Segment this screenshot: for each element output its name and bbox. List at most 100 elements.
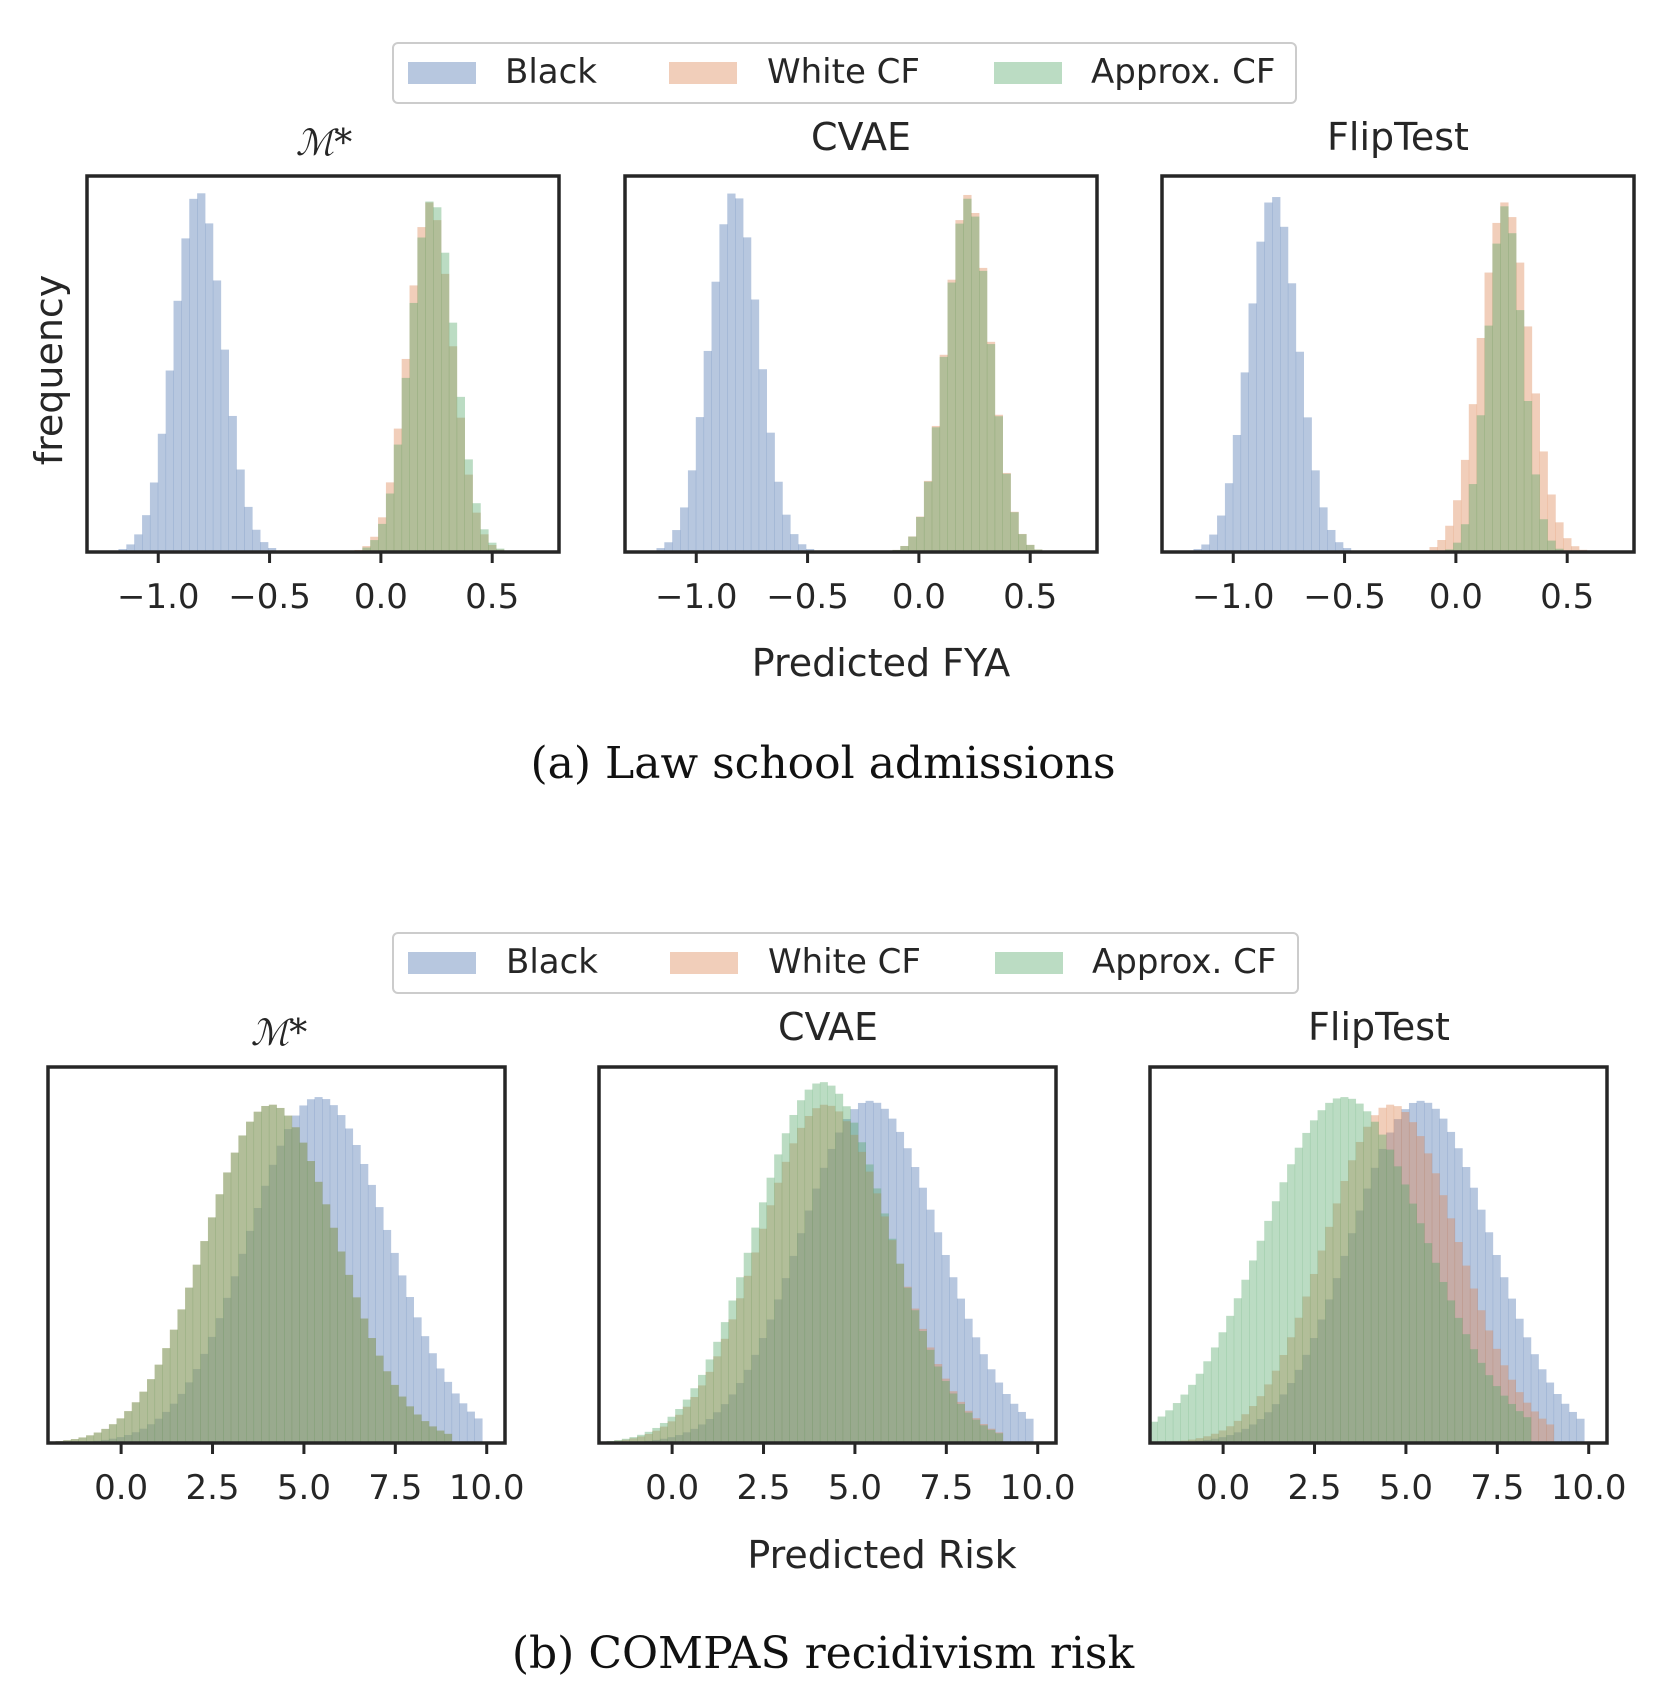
hist-bar-white-cf	[1226, 1426, 1235, 1443]
hist-bar-black	[926, 1209, 935, 1443]
hist-bar-white-cf	[314, 1181, 323, 1443]
hist-bar-black	[1010, 1403, 1019, 1443]
hist-bar-black	[1002, 1394, 1011, 1443]
hist-bar-black	[1256, 1418, 1265, 1443]
hist-bar-black	[1025, 1418, 1034, 1443]
hist-bar-black	[774, 1299, 783, 1443]
hist-bar-black	[1355, 1210, 1364, 1443]
hist-bar-black	[880, 1108, 889, 1443]
hist-bar-black	[656, 548, 665, 552]
hist-bar-white-cf	[1469, 1288, 1478, 1443]
hist-bar-approx-cf	[819, 1082, 828, 1443]
hist-bar-black	[108, 1438, 117, 1443]
hist-bar-black	[835, 1132, 844, 1443]
hist-bar-white-cf	[1340, 1180, 1349, 1443]
hist-bar-black	[165, 370, 174, 552]
hist-bar-black	[713, 1412, 722, 1443]
hist-bar-approx-cf	[1462, 1334, 1471, 1443]
hist-bar-approx-cf	[441, 252, 450, 552]
hist-bar-black	[252, 529, 261, 552]
hist-bar-approx-cf	[896, 1263, 905, 1443]
x-tick-label: 0.0	[1429, 577, 1483, 617]
hist-bar-black	[291, 1115, 300, 1443]
hist-bar-white-cf	[370, 536, 379, 552]
hist-bar-white-cf	[629, 1438, 638, 1443]
hist-bar-white-cf	[1416, 1136, 1425, 1443]
hist-bar-white-cf	[1348, 1160, 1357, 1443]
hist-bar-black	[949, 1277, 958, 1443]
hist-bar-approx-cf	[705, 1359, 714, 1443]
hist-bar-approx-cf	[433, 207, 442, 552]
hist-bar-approx-cf	[1416, 1223, 1425, 1443]
hist-bar-black	[1439, 1118, 1448, 1443]
hist-bar-approx-cf	[409, 302, 418, 552]
hist-bar-approx-cf	[253, 1111, 262, 1443]
hist-bar-black	[1319, 507, 1328, 552]
hist-bar-white-cf	[896, 1263, 905, 1443]
hist-bar-approx-cf	[1408, 1203, 1417, 1443]
hist-bar-white-cf	[108, 1424, 117, 1443]
hist-bar-black	[1340, 1255, 1349, 1443]
x-tick-label: 7.5	[368, 1468, 422, 1508]
hist-bar-white-cf	[101, 1428, 110, 1443]
legend-label-black: Black	[506, 942, 598, 982]
hist-bar-white-cf	[1370, 1115, 1379, 1443]
hist-bar-black	[124, 1434, 133, 1443]
hist-bar-white-cf	[1026, 544, 1035, 552]
hist-bar-approx-cf	[230, 1152, 239, 1443]
hist-bar-approx-cf	[413, 1414, 422, 1443]
hist-bar-approx-cf	[1453, 542, 1462, 552]
hist-bar-black	[177, 1393, 186, 1443]
hist-bar-white-cf	[413, 1414, 422, 1443]
hist-bar-approx-cf	[284, 1115, 293, 1443]
hist-bar-approx-cf	[713, 1341, 722, 1443]
x-tick-label: 7.5	[1470, 1468, 1524, 1508]
hist-bar-black	[1332, 1278, 1341, 1443]
hist-bar-white-cf	[659, 1426, 668, 1443]
hist-bar-approx-cf	[1460, 524, 1470, 552]
hist-bar-black	[743, 237, 752, 552]
hist-bar-approx-cf	[698, 1374, 707, 1443]
hist-bar-white-cf	[177, 1309, 186, 1443]
hist-bar-black	[1327, 529, 1336, 552]
hist-bar-white-cf	[345, 1274, 354, 1443]
hist-bar-black	[758, 1338, 767, 1443]
hist-bar-black	[230, 1276, 239, 1443]
hist-bar-black	[1378, 1148, 1387, 1443]
hist-bar-approx-cf	[139, 1391, 148, 1443]
hist-bar-approx-cf	[766, 1177, 775, 1443]
hist-bar-approx-cf	[78, 1437, 87, 1443]
legend-swatch-approx-cf	[995, 952, 1063, 974]
hist-bar-black	[667, 1437, 676, 1443]
hist-bar-white-cf	[436, 1430, 445, 1443]
hist-bar-approx-cf	[1180, 1394, 1189, 1443]
hist-bar-white-cf	[1516, 262, 1525, 552]
hist-bar-approx-cf	[949, 1393, 958, 1443]
hist-bar-black	[1264, 202, 1273, 552]
hist-bar-approx-cf	[1531, 474, 1540, 552]
hist-bar-approx-cf	[1302, 1132, 1311, 1443]
x-tick-label: 0.0	[645, 1468, 699, 1508]
hist-bar-approx-cf	[1439, 1281, 1448, 1443]
hist-bar-approx-cf	[1447, 1300, 1456, 1443]
x-tick-label: −0.5	[228, 577, 311, 617]
hist-bar-approx-cf	[1477, 1362, 1486, 1443]
hist-bar-black	[284, 1129, 293, 1443]
hist-bar-approx-cf	[789, 1114, 798, 1443]
hist-bar-black	[1335, 542, 1344, 552]
hist-bar-white-cf	[1507, 1379, 1516, 1443]
hist-bar-white-cf	[947, 279, 956, 552]
hist-bar-approx-cf	[1500, 206, 1509, 552]
hist-bar-black	[695, 417, 705, 552]
x-tick-label: 10.0	[1551, 1468, 1627, 1508]
hist-bar-white-cf	[124, 1411, 133, 1443]
hist-bar-white-cf	[986, 341, 996, 552]
hist-bar-black	[200, 1353, 209, 1443]
hist-bar-black	[664, 542, 673, 552]
hist-bar-approx-cf	[888, 1238, 897, 1443]
hist-bar-white-cf	[185, 1287, 194, 1443]
hist-bar-black	[705, 1418, 714, 1443]
x-tick-label: 0.0	[1196, 1468, 1250, 1508]
hist-bar-white-cf	[941, 1378, 950, 1443]
